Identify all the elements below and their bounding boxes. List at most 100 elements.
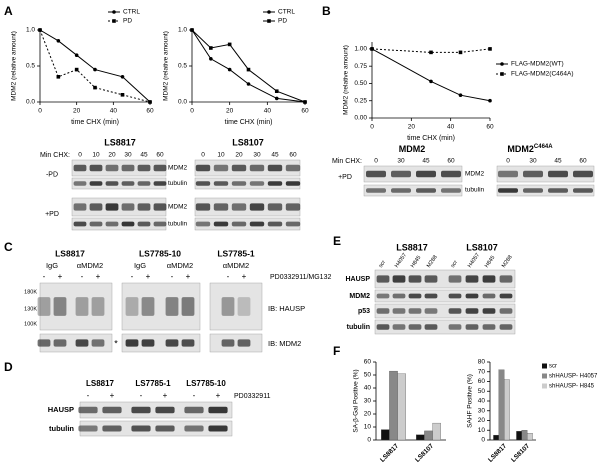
cell-line: LS8817 <box>86 379 115 388</box>
series-line <box>371 48 491 53</box>
blot <box>194 197 301 217</box>
blot-band <box>137 164 151 172</box>
panel-letter: C <box>4 240 13 254</box>
blot-band <box>105 203 119 211</box>
blot-band <box>89 181 103 186</box>
protein-label: HAUSP <box>48 405 74 414</box>
condition-label: -PD <box>46 171 58 178</box>
blot-band <box>416 170 436 178</box>
cell-line: LS8817 <box>396 242 428 252</box>
y-axis-label: SAHF Positive (%) <box>467 374 474 428</box>
x-axis-label: time CHX (min) <box>407 135 455 142</box>
blot-band <box>155 406 175 414</box>
y-tick-label: 0 <box>367 437 371 444</box>
y-tick-label: 70 <box>478 368 486 375</box>
point <box>209 46 213 50</box>
blot-band <box>78 425 98 432</box>
blot-band <box>155 425 175 432</box>
x-tick-label: 60 <box>301 108 309 115</box>
y-tick-label: 10 <box>364 424 372 431</box>
legend-marker <box>267 19 271 23</box>
panel-letter: A <box>4 4 13 18</box>
blot-band <box>125 297 139 316</box>
blot-band <box>208 406 228 414</box>
lane-label: 0 <box>78 152 82 159</box>
blot-band <box>465 293 479 299</box>
lane-label: H4057 <box>467 252 481 269</box>
blot-band <box>73 181 87 186</box>
point <box>38 28 42 32</box>
row-label: Min CHX: <box>332 158 362 165</box>
blot-band <box>125 339 139 347</box>
blot-band <box>267 181 283 186</box>
blot-band <box>424 275 438 283</box>
lane-label: 0 <box>201 152 205 159</box>
y-tick-label: 40 <box>364 385 372 392</box>
blot-band <box>153 203 167 211</box>
y-axis-label: MDM2 (relative amount) <box>163 31 170 101</box>
blot-band <box>523 188 543 193</box>
bar <box>397 373 406 441</box>
series-line <box>39 29 151 103</box>
legend-marker <box>112 19 116 23</box>
blot-band <box>184 425 204 432</box>
blot-band <box>78 406 98 414</box>
bar <box>424 430 433 441</box>
sign: + <box>110 391 115 400</box>
lane-label: 45 <box>554 158 562 165</box>
x-tick-label: 40 <box>447 124 455 131</box>
x-tick-label: LS8107 <box>510 442 531 463</box>
blot-band <box>408 293 422 299</box>
x-tick-label: 40 <box>110 108 118 115</box>
cell-line: LS8817 <box>55 248 85 258</box>
blot-band <box>448 275 462 283</box>
blot <box>209 333 263 353</box>
y-tick-label: 10 <box>478 427 486 434</box>
blot-band <box>408 308 422 314</box>
blot-band <box>131 406 151 414</box>
blot <box>374 303 516 319</box>
blot-band <box>392 308 406 314</box>
blot-band <box>285 221 301 227</box>
protein-label: MDM2 <box>168 204 188 211</box>
y-tick-label: 0.5 <box>178 63 187 70</box>
sign: + <box>216 391 221 400</box>
x-tick-label: 40 <box>264 108 272 115</box>
blot-band <box>267 203 283 211</box>
blot-band <box>231 203 247 211</box>
blot-band <box>184 406 204 414</box>
point <box>370 47 374 51</box>
sign: + <box>242 272 247 281</box>
legend-label: FLAG-MDM2(C464A) <box>511 71 573 78</box>
cell-line: LS8107 <box>232 137 264 147</box>
point <box>120 93 125 97</box>
sign: + <box>186 272 191 281</box>
sign: + <box>163 391 168 400</box>
legend-label: CTRL <box>278 9 295 16</box>
y-tick-label: 1.00 <box>354 46 367 53</box>
protein-label: MDM2 <box>168 165 188 172</box>
blot-band <box>249 221 265 227</box>
x-tick-label: 0 <box>370 124 374 131</box>
blot-band <box>391 188 411 193</box>
antibody-label: αMDM2 <box>167 261 193 270</box>
point <box>429 50 433 55</box>
blot-band <box>391 170 411 178</box>
lane-label: 10 <box>92 152 100 159</box>
bar <box>516 431 522 441</box>
blot-band <box>482 293 496 299</box>
point <box>227 67 232 72</box>
x-tick-label: LS8817 <box>379 442 400 463</box>
blot <box>496 165 595 183</box>
construct-title: MDM2C464A <box>507 144 553 155</box>
blot-band <box>141 297 155 316</box>
blot-band <box>141 339 155 347</box>
lane-label: 30 <box>124 152 132 159</box>
lane-label: 60 <box>579 158 587 165</box>
blot-band <box>195 181 211 186</box>
blot-band <box>195 164 211 172</box>
blot-band <box>231 164 247 172</box>
y-tick-label: 60 <box>364 359 372 366</box>
blot <box>363 184 463 197</box>
blot-band <box>102 406 122 414</box>
